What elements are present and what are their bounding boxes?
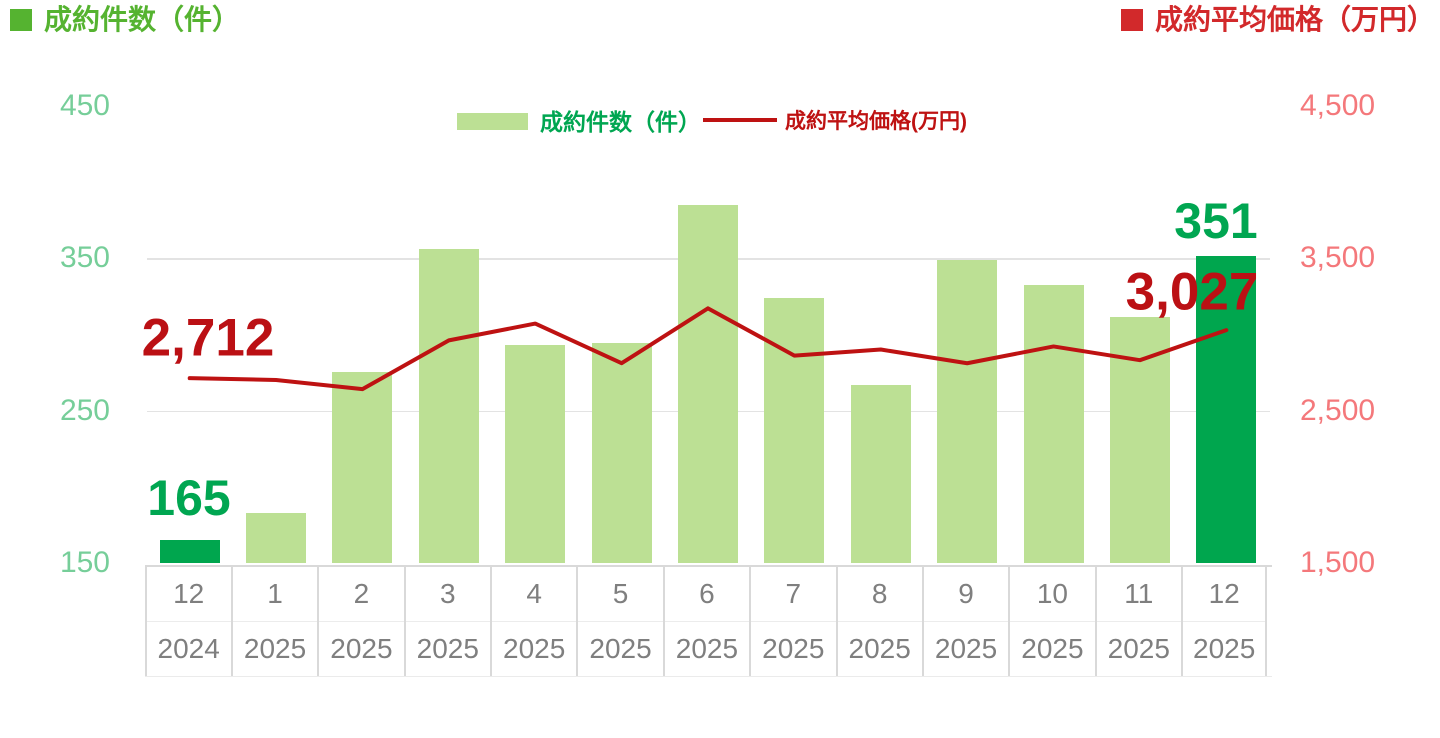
x-axis-month-label: 3 [405, 567, 490, 622]
legend-line-swatch-icon [703, 118, 777, 122]
green-square-icon [10, 9, 32, 31]
last-bar-value-label: 351 [1174, 193, 1258, 249]
x-axis-cell: 10 2025 [1008, 567, 1095, 676]
x-axis-year-label: 2025 [675, 633, 739, 664]
x-axis-cell: 12 2025 [1181, 567, 1268, 676]
x-axis-table: 12 2024 1 2025 2 2025 3 2025 4 2025 5 2025 6 2025 7 202… [144, 565, 1272, 677]
x-axis-month-label: 10 [1010, 567, 1095, 622]
x-axis-month-label: 12 [146, 567, 231, 622]
left-axis-title-label: 成約件数（件） [44, 4, 241, 35]
x-axis-month-label: 12 [1183, 567, 1266, 622]
x-axis-month-label: 2 [319, 567, 404, 622]
bar-9-2025 [937, 259, 998, 563]
x-axis-cell: 4 2025 [490, 567, 577, 676]
first-bar-value-label: 165 [147, 470, 231, 526]
bar-1-2025 [246, 512, 307, 563]
bar-7-2025 [764, 297, 825, 563]
x-axis-cell: 9 2025 [921, 567, 1009, 676]
x-axis-year-label: 2025 [589, 633, 652, 664]
bar-2-2025 [332, 372, 393, 563]
x-axis-month-label: 1 [232, 567, 318, 622]
x-axis-year-label: 2025 [1107, 633, 1170, 664]
x-axis-cell: 1 2025 [230, 567, 318, 676]
bar-5-2025 [591, 343, 652, 563]
x-axis-year-label: 2025 [503, 633, 566, 664]
left-axis-tick-label: 450 [59, 88, 110, 122]
x-axis-month-label: 9 [923, 567, 1009, 622]
x-axis-year-label: 2025 [934, 633, 998, 664]
x-axis-cell: 3 2025 [403, 567, 490, 676]
x-axis-cell: 6 2025 [662, 567, 750, 676]
right-axis-title-label: 成約平均価格（万円） [1154, 4, 1435, 35]
x-axis-month-label: 4 [492, 567, 577, 622]
x-axis-cell: 12 2024 [144, 567, 231, 676]
bar-11-2025 [1109, 317, 1170, 563]
x-axis-year-label: 2025 [1021, 633, 1084, 664]
x-axis-month-label: 6 [664, 567, 750, 622]
x-axis-cell: 11 2025 [1094, 567, 1181, 676]
bar-4-2025 [505, 344, 566, 563]
x-axis-year-label: 2025 [330, 633, 393, 664]
x-axis-year-label: 2025 [416, 633, 479, 664]
legend-line-label: 成約平均価格(万円) [785, 110, 967, 133]
x-axis-year-label: 2025 [1193, 633, 1256, 664]
x-axis-cell: 5 2025 [576, 567, 663, 676]
left-axis-tick-label: 350 [59, 241, 110, 274]
red-square-icon [1120, 9, 1143, 31]
left-axis-tick-label: 150 [59, 546, 110, 579]
first-line-value-label: 2,712 [141, 308, 275, 368]
x-axis-year-label: 2025 [243, 633, 307, 664]
left-axis-title: 成約件数（件） [10, 6, 240, 34]
right-axis-tick-label: 4,500 [1300, 88, 1376, 122]
x-axis-year-label: 2025 [762, 633, 825, 664]
right-axis-title: 成約平均価格（万円） [1120, 4, 1435, 35]
x-axis-cell: 7 2025 [749, 567, 836, 676]
bar-12-2024 [159, 540, 220, 563]
right-axis-tick-label: 3,500 [1300, 241, 1376, 274]
legend-bar-label: 成約件数（件） [540, 109, 701, 135]
x-axis-cell: 2 2025 [317, 567, 404, 676]
x-axis-month-label: 8 [837, 567, 922, 622]
x-axis-year-label: 2025 [848, 633, 911, 664]
x-axis-month-label: 11 [1096, 567, 1181, 622]
x-axis-cell: 8 2025 [835, 567, 922, 676]
left-axis-tick-label: 250 [59, 393, 110, 427]
legend-bar-swatch-icon [457, 113, 528, 130]
x-axis-month-label: 7 [751, 567, 836, 622]
right-axis-tick-label: 1,500 [1300, 546, 1376, 579]
x-axis-month-label: 5 [578, 567, 663, 622]
bar-10-2025 [1023, 285, 1084, 563]
last-line-value-label: 3,027 [1125, 262, 1259, 322]
bar-8-2025 [850, 384, 911, 563]
bar-6-2025 [678, 204, 738, 563]
x-axis-year-label: 2024 [157, 633, 220, 664]
bar-3-2025 [418, 248, 479, 563]
right-axis-tick-label: 2,500 [1300, 393, 1376, 427]
